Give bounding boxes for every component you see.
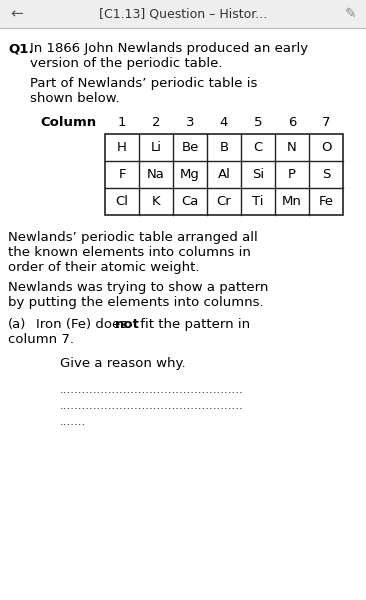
Text: Al: Al (217, 168, 231, 181)
Text: (a): (a) (8, 318, 26, 331)
Text: .......: ....... (60, 415, 86, 428)
Text: column 7.: column 7. (8, 333, 74, 346)
Text: the known elements into columns in: the known elements into columns in (8, 246, 251, 259)
Text: In 1866 John Newlands produced an early: In 1866 John Newlands produced an early (30, 42, 308, 55)
Text: fit the pattern in: fit the pattern in (136, 318, 250, 331)
Text: shown below.: shown below. (30, 92, 120, 105)
Text: 7: 7 (322, 116, 330, 129)
Text: Newlands’ periodic table arranged all: Newlands’ periodic table arranged all (8, 231, 258, 244)
Text: ✎: ✎ (344, 7, 356, 21)
Text: order of their atomic weight.: order of their atomic weight. (8, 261, 199, 274)
Text: .................................................: ........................................… (60, 399, 244, 412)
Text: Na: Na (147, 168, 165, 181)
Text: 4: 4 (220, 116, 228, 129)
Text: by putting the elements into columns.: by putting the elements into columns. (8, 296, 264, 309)
Text: C: C (253, 141, 263, 154)
Text: 1: 1 (118, 116, 126, 129)
Text: K: K (152, 195, 160, 208)
Text: Mn: Mn (282, 195, 302, 208)
Text: Q1.: Q1. (8, 42, 34, 55)
Text: Ca: Ca (181, 195, 199, 208)
Text: .................................................: ........................................… (60, 383, 244, 396)
Text: 5: 5 (254, 116, 262, 129)
Text: Li: Li (150, 141, 161, 154)
Text: ←: ← (10, 7, 23, 22)
Text: Cr: Cr (217, 195, 231, 208)
Text: O: O (321, 141, 331, 154)
Text: not: not (115, 318, 140, 331)
Text: Newlands was trying to show a pattern: Newlands was trying to show a pattern (8, 281, 268, 294)
Text: 6: 6 (288, 116, 296, 129)
Text: N: N (287, 141, 297, 154)
Text: Be: Be (181, 141, 199, 154)
Text: Fe: Fe (318, 195, 333, 208)
Text: Cl: Cl (116, 195, 128, 208)
Text: Ti: Ti (252, 195, 264, 208)
Text: version of the periodic table.: version of the periodic table. (30, 57, 223, 70)
Text: [C1.13] Question – Histor...: [C1.13] Question – Histor... (99, 7, 267, 20)
Text: Give a reason why.: Give a reason why. (60, 357, 186, 370)
Text: S: S (322, 168, 330, 181)
Text: F: F (118, 168, 126, 181)
Text: 3: 3 (186, 116, 194, 129)
Text: P: P (288, 168, 296, 181)
Text: Si: Si (252, 168, 264, 181)
Text: B: B (220, 141, 228, 154)
Bar (105, 134, 343, 215)
Text: Mg: Mg (180, 168, 200, 181)
Text: Part of Newlands’ periodic table is: Part of Newlands’ periodic table is (30, 77, 257, 90)
Text: Column: Column (40, 116, 96, 129)
Bar (0, 0, 366, 28)
Text: Iron (Fe) does: Iron (Fe) does (36, 318, 131, 331)
Text: H: H (117, 141, 127, 154)
Text: 2: 2 (152, 116, 160, 129)
